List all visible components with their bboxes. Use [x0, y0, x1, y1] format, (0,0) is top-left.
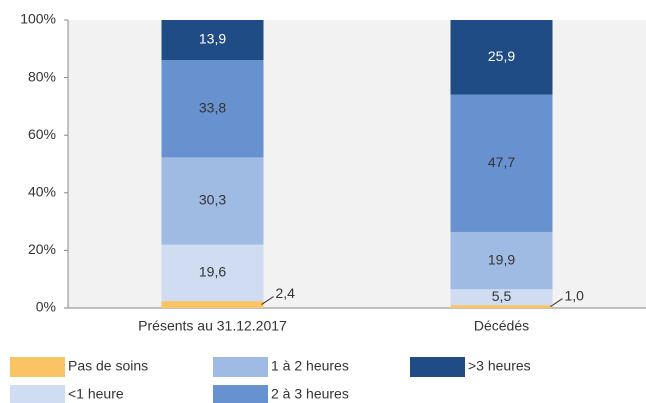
- bar-segment: [450, 305, 553, 308]
- legend-label: 2 à 3 heures: [271, 386, 349, 402]
- legend-swatch: [410, 357, 465, 377]
- bar-segment: [450, 289, 553, 306]
- legend-swatch: [213, 385, 268, 403]
- value-label: 19,6: [199, 264, 226, 280]
- bar-segment: [450, 231, 553, 290]
- value-label: 47,7: [488, 154, 515, 170]
- y-tick-label: 0%: [36, 299, 56, 315]
- value-label: 2,4: [276, 285, 296, 301]
- x-tick-label: Décédés: [474, 318, 529, 334]
- legend-swatch: [213, 357, 268, 377]
- bar-segment: [161, 244, 264, 302]
- y-tick-label: 60%: [28, 126, 56, 142]
- value-label: 1,0: [565, 287, 585, 303]
- value-label: 30,3: [199, 192, 226, 208]
- value-label: 5,5: [492, 288, 512, 304]
- legend-label: >3 heures: [468, 358, 531, 374]
- y-tick-label: 100%: [20, 11, 56, 27]
- legend-label: 1 à 2 heures: [271, 358, 349, 374]
- bar-segment: [161, 20, 264, 61]
- y-tick-label: 20%: [28, 241, 56, 257]
- bar-segment: [161, 60, 264, 158]
- bar-segment: [161, 157, 264, 245]
- leader-line: [261, 296, 274, 305]
- plot-background: [68, 20, 646, 308]
- y-tick-label: 80%: [28, 68, 56, 84]
- bar-segment: [161, 301, 264, 308]
- bar-segment: [450, 20, 553, 95]
- value-label: 33,8: [199, 99, 226, 115]
- x-tick-label: Présents au 31.12.2017: [138, 318, 287, 334]
- y-tick-label: 40%: [28, 184, 56, 200]
- value-label: 13,9: [199, 31, 226, 47]
- legend-swatch: [10, 357, 65, 377]
- legend-swatch: [10, 385, 65, 403]
- value-label: 19,9: [488, 251, 515, 267]
- bar-segment: [450, 94, 553, 232]
- legend-label: Pas de soins: [68, 358, 148, 374]
- leader-line: [550, 298, 563, 307]
- value-label: 25,9: [488, 48, 515, 64]
- legend-label: <1 heure: [68, 386, 124, 402]
